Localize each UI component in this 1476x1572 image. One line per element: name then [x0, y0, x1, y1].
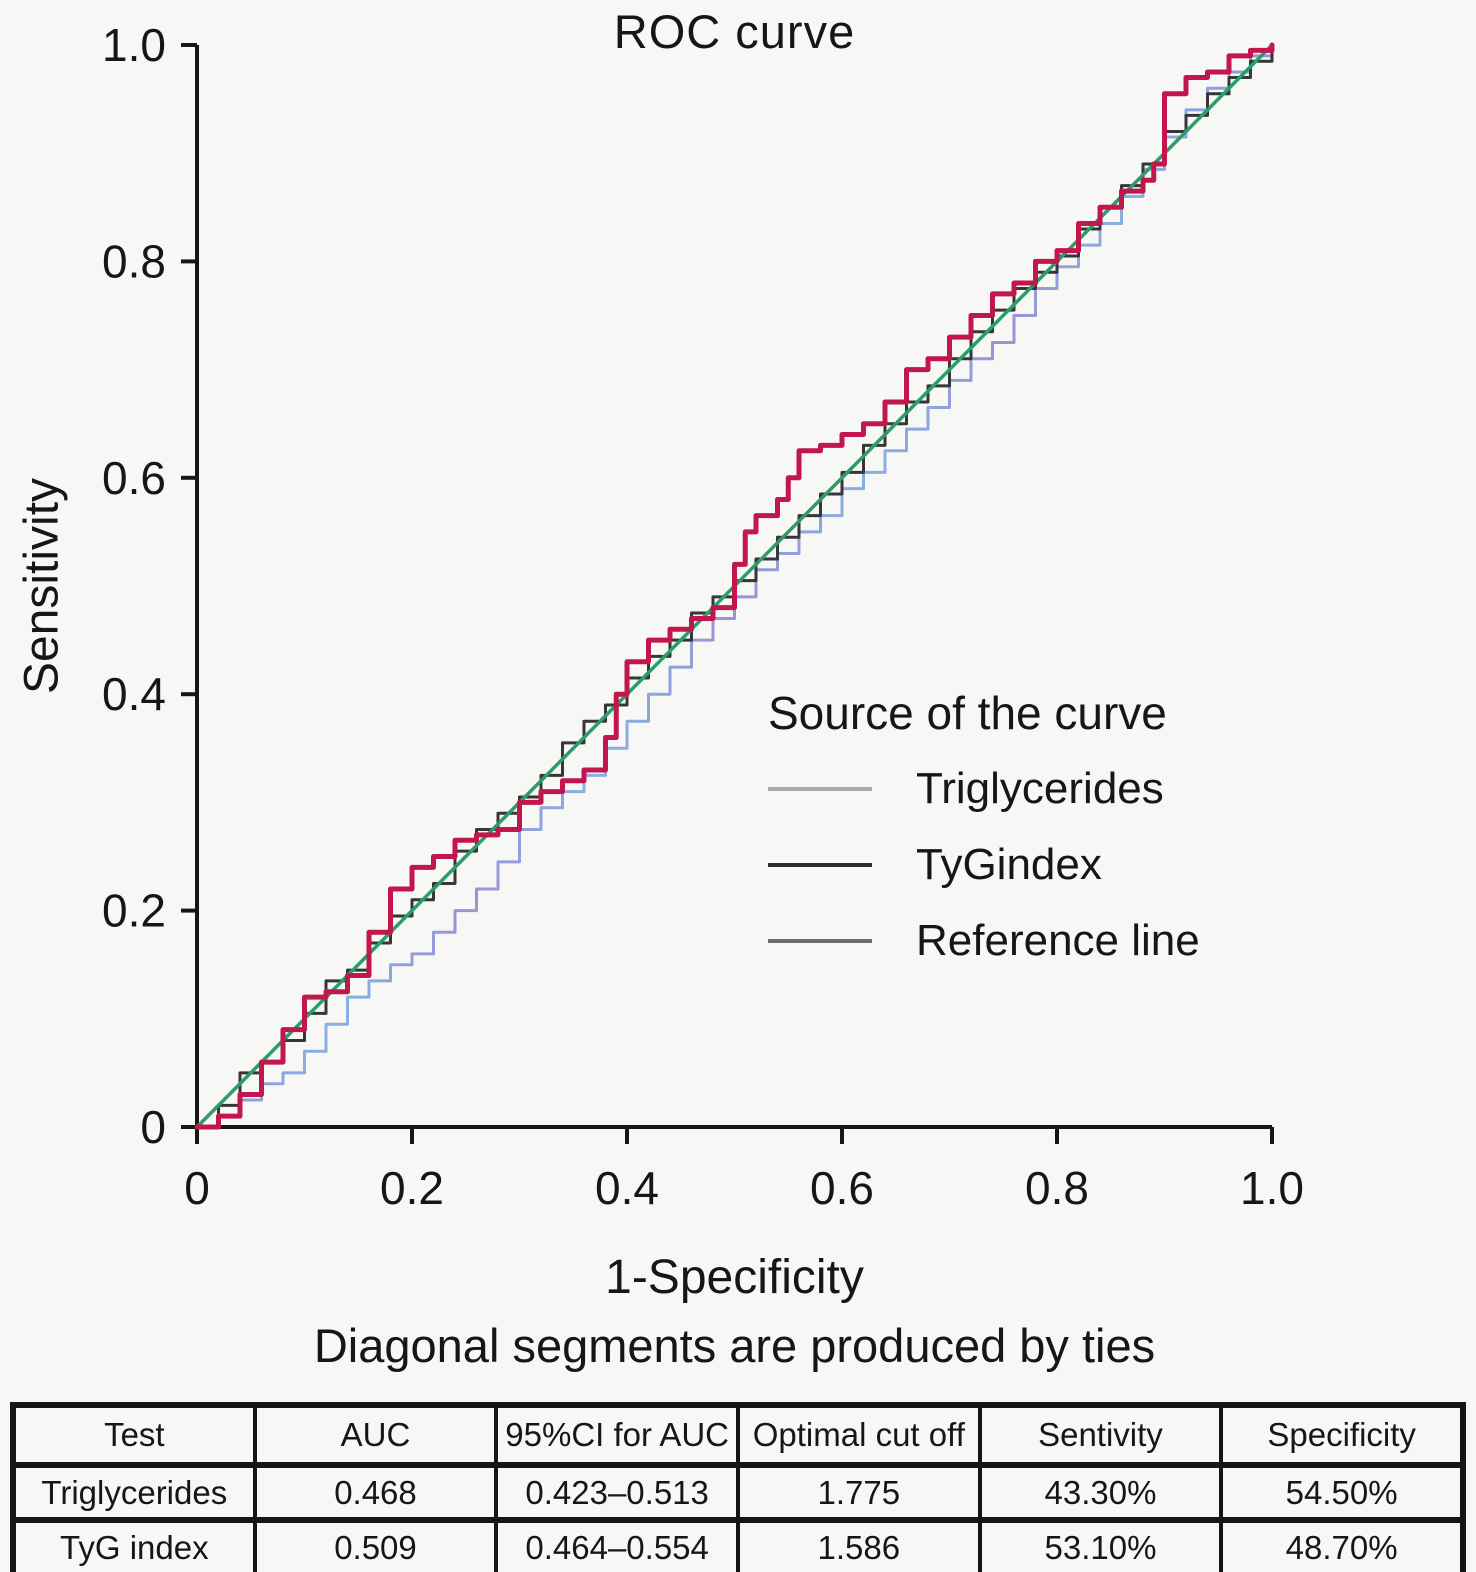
legend-line-sample-icon: [768, 863, 872, 867]
chart-title: ROC curve: [613, 5, 856, 58]
x-tick-label-0.6: 0.6: [810, 1162, 874, 1214]
table-header-cutoff: Optimal cut off: [735, 1403, 982, 1468]
legend: Source of the curve Triglycerides TyGind…: [768, 686, 1200, 968]
table-cell-specificity: 48.70%: [1219, 1518, 1465, 1572]
legend-item-reference-line: Reference line: [768, 914, 1200, 968]
legend-item-label: Triglycerides: [916, 764, 1164, 813]
legend-line-sample-icon: [768, 787, 872, 791]
legend-item-label: Reference line: [916, 916, 1200, 965]
table-header-specificity: Specificity: [1219, 1403, 1465, 1468]
x-tick-label-0.4: 0.4: [595, 1162, 659, 1214]
x-tick-label-0.8: 0.8: [1025, 1162, 1089, 1214]
y-tick-label-0.4: 0.4: [102, 668, 166, 720]
results-table: Test AUC 95%CI for AUC Optimal cut off S…: [10, 1402, 1466, 1572]
table-header-auc: AUC: [252, 1403, 499, 1468]
x-tick-label-0: 0: [184, 1162, 210, 1214]
roc-chart: 0 0.2 0.4 0.6 0.8 1.0 0 0.2 0.4 0.6 0.8 1.0: [102, 19, 1304, 1214]
legend-line-sample-icon: [768, 939, 872, 943]
table-cell-sentivity: 53.10%: [977, 1518, 1224, 1572]
table-cell-specificity: 54.50%: [1219, 1463, 1465, 1523]
table-header-ci: 95%CI for AUC: [494, 1403, 740, 1468]
x-tick-label-1.0: 1.0: [1240, 1162, 1304, 1214]
table-cell-test: TyG index: [11, 1518, 257, 1572]
table-cell-test: Triglycerides: [11, 1463, 257, 1523]
table-header-sentivity: Sentivity: [977, 1403, 1224, 1468]
y-tick-label-0.8: 0.8: [102, 235, 166, 287]
table-cell-sentivity: 43.30%: [977, 1463, 1224, 1523]
table-cell-cutoff: 1.775: [735, 1463, 982, 1523]
table-cell-auc: 0.468: [252, 1463, 499, 1523]
table-header-row: Test AUC 95%CI for AUC Optimal cut off S…: [11, 1403, 1465, 1468]
y-tick-label-0.2: 0.2: [102, 885, 166, 937]
table-cell-ci: 0.464–0.554: [494, 1518, 740, 1572]
table-row-tyg-index: TyG index 0.509 0.464–0.554 1.586 53.10%…: [11, 1518, 1465, 1572]
legend-title: Source of the curve: [768, 687, 1167, 739]
table-header-test: Test: [11, 1403, 257, 1468]
y-tick-label-0.6: 0.6: [102, 452, 166, 504]
legend-item-label: TyGindex: [916, 840, 1102, 889]
legend-item-triglycerides: Triglycerides: [768, 762, 1200, 816]
table-row-triglycerides: Triglycerides 0.468 0.423–0.513 1.775 43…: [11, 1463, 1465, 1523]
table-cell-cutoff: 1.586: [735, 1518, 982, 1572]
y-tick-label-1.0: 1.0: [102, 19, 166, 71]
table-cell-ci: 0.423–0.513: [494, 1463, 740, 1523]
curve-tygindex: [194, 42, 1275, 1130]
y-tick-label-0: 0: [140, 1101, 166, 1153]
ties-caption: Diagonal segments are produced by ties: [313, 1319, 1156, 1372]
table-cell-auc: 0.509: [252, 1518, 499, 1572]
legend-item-tygindex: TyGindex: [768, 838, 1200, 892]
x-axis-label: 1-Specificity: [605, 1251, 864, 1304]
x-tick-label-0.2: 0.2: [380, 1162, 444, 1214]
